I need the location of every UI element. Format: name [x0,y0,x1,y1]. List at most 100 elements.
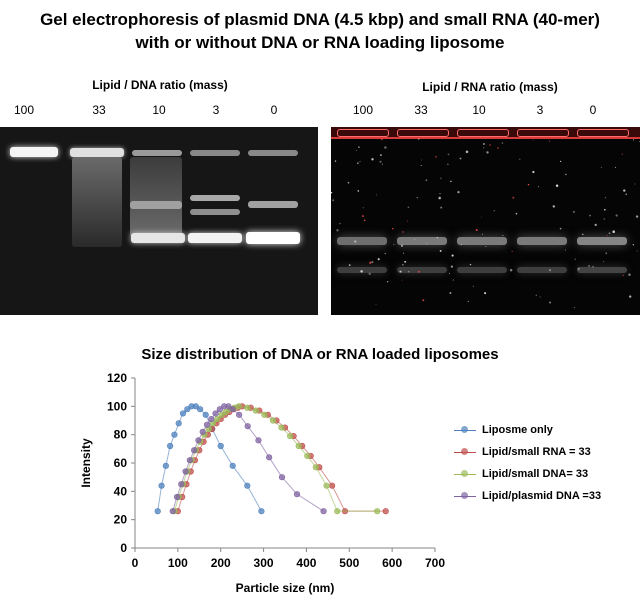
gel-speck [420,159,423,161]
gel-speck [612,230,615,233]
data-point [179,410,187,417]
gel-speck [425,179,428,182]
gel-speck [636,250,638,252]
gel-speck [392,228,394,230]
gel-speck [482,233,483,235]
data-point [382,508,389,515]
gel-well [517,129,569,137]
data-point [214,415,221,423]
gel-speck [408,271,410,273]
gel-speck [511,250,514,253]
gel-speck [572,210,575,213]
chart-legend: Liposme only Lipid/small RNA = 33 Lipid/… [452,423,601,511]
gel-speck [375,303,377,305]
gel-speck [485,245,487,248]
gel-speck [452,279,454,281]
gel-rna-image [331,127,640,315]
gel-speck [481,216,482,218]
legend-item: Lipid/small RNA = 33 [452,445,601,467]
gel-speck [465,150,469,154]
gel-well [577,129,629,137]
gel-speck [356,150,358,152]
gel-speck [621,153,624,155]
data-point [244,423,251,430]
data-point [244,404,251,411]
gel-speck [376,194,377,196]
gel-speck [360,270,363,273]
data-point [329,482,336,489]
gel-speck [475,228,478,232]
gel-dna-axis-label: Lipid / DNA ratio (mass) [92,78,228,92]
data-point [293,491,301,498]
gel-speck [440,177,442,179]
chart-title: Size distribution of DNA or RNA loaded l… [141,346,499,363]
data-point [192,403,199,410]
gel-speck [467,300,469,303]
y-tick-label: 60 [114,456,128,470]
gel-speck [608,232,611,235]
data-point [374,508,381,515]
gel-well [337,129,389,137]
gel-speck [538,186,540,188]
gel-rna-lane-label: 10 [472,103,486,117]
gel-band [131,233,185,243]
gel-band [248,201,298,208]
legend-item: Lipid/plasmid DNA =33 [452,489,601,511]
gel-speck [357,162,359,164]
legend-swatch-dot [461,470,468,477]
y-tick-label: 80 [114,428,128,442]
gel-speck [559,160,562,163]
gel-speck [615,214,618,217]
gel-speck [362,207,364,209]
data-point [261,411,268,418]
gel-rna-lane-label: 3 [536,103,544,117]
gel-speck [512,196,515,199]
y-tick-label: 120 [107,371,127,385]
gel-speck [614,166,617,169]
gel-speck [460,244,463,246]
gel-speck [369,261,372,264]
gel-well [397,129,449,137]
y-tick-label: 20 [114,513,128,527]
gel-speck [604,196,607,199]
gel-speck [404,260,407,263]
x-tick-label: 0 [132,556,139,570]
gel-speck [399,270,402,273]
gel-speck [629,295,632,298]
data-point [203,421,211,428]
gel-speck [603,261,605,263]
gel-speck [416,197,418,199]
gel-band [246,232,300,244]
data-point [158,482,165,489]
gel-speck [436,236,439,239]
gel-speck [592,265,595,268]
legend-label: Lipid/small RNA = 33 [482,446,591,458]
gel-band [190,195,240,201]
gel-smear [130,157,182,237]
gel-speck [632,244,634,246]
gel-speck [371,158,374,161]
data-point [184,406,191,413]
gel-speck [451,254,454,257]
gel-speck [489,144,491,146]
gel-dna-lane-label: 3 [212,103,220,117]
gel-speck [603,218,605,220]
legend-item: Liposme only [452,423,601,445]
data-point [169,508,176,515]
gel-speck [348,264,351,266]
data-point [258,508,265,515]
data-point [171,431,178,438]
gel-speck [469,263,472,266]
gel-speck [497,147,499,149]
gel-speck [633,139,634,141]
data-point [186,457,193,464]
data-point [202,411,209,418]
gel-band [457,267,507,273]
gel-speck [501,142,504,144]
gel-speck [359,161,361,163]
gel-speck [422,299,425,302]
legend-swatch-dot [461,448,468,455]
gel-speck [623,189,626,192]
gel-speck [407,206,410,209]
gel-speck [527,183,530,186]
